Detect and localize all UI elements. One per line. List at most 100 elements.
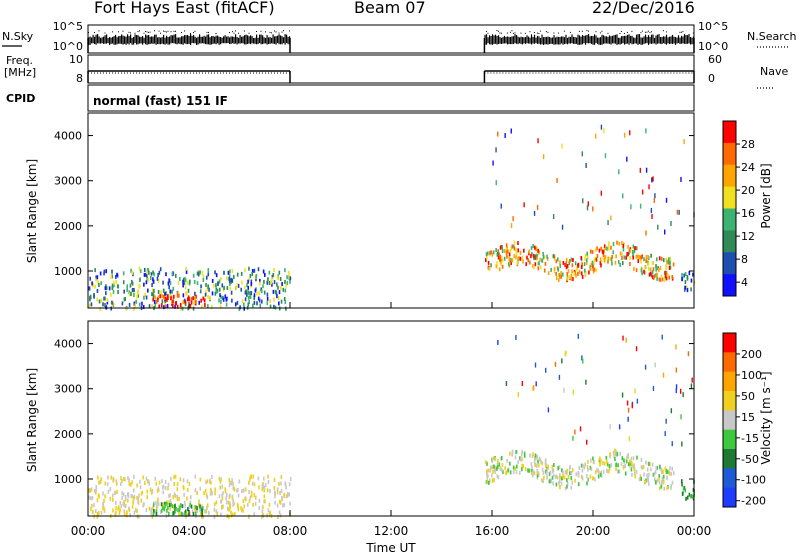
velocity-echo-cell bbox=[173, 505, 175, 510]
velocity-echo-cell bbox=[530, 462, 533, 467]
velocity-echo-cell bbox=[566, 468, 568, 473]
nsky-bar bbox=[161, 37, 163, 44]
power-echo-cell bbox=[157, 273, 159, 278]
velocity-echo-cell bbox=[486, 461, 488, 466]
power-echo-cell bbox=[647, 266, 650, 271]
velocity-echo-cell bbox=[538, 463, 540, 468]
velocity-echo-cell bbox=[119, 500, 122, 505]
power-echo-cell bbox=[274, 289, 277, 294]
velocity-echo-cell bbox=[179, 477, 182, 482]
power-echo-cell bbox=[621, 261, 624, 266]
power-echo-cell bbox=[500, 261, 502, 266]
nsky-bar bbox=[502, 36, 504, 44]
velocity-echo-cell bbox=[661, 476, 664, 481]
nsearch-dot bbox=[275, 31, 277, 33]
power-echo-cell bbox=[248, 278, 250, 283]
velocity-echo-cell bbox=[587, 459, 589, 464]
velocity-echo-cell bbox=[660, 480, 663, 485]
power-echo-cell bbox=[259, 281, 261, 286]
power-echo-cell bbox=[497, 249, 499, 254]
nsky-bar bbox=[670, 36, 672, 44]
power-ytick-label: 2000 bbox=[54, 220, 82, 233]
power-echo-cell bbox=[629, 248, 632, 253]
velocity-echo-cell bbox=[175, 506, 177, 511]
power-echo-cell bbox=[164, 298, 167, 303]
velocity-echo-cell bbox=[232, 481, 234, 486]
nsearch-dot bbox=[167, 30, 169, 32]
velocity-echo-cell bbox=[486, 469, 488, 474]
nsky-bar bbox=[160, 37, 162, 45]
nave-label: Nave bbox=[760, 65, 788, 78]
velocity-echo-cell bbox=[145, 476, 148, 481]
velocity-echo-cell bbox=[262, 476, 265, 481]
nsky-bar bbox=[637, 34, 639, 45]
nsearch-dot bbox=[500, 32, 502, 34]
nsky-bar bbox=[212, 36, 214, 44]
velocity-echo-cell bbox=[104, 481, 107, 486]
velocity-echo-cell bbox=[136, 483, 138, 488]
velocity-echo-cell bbox=[226, 506, 229, 511]
power-echo-cell bbox=[491, 252, 494, 257]
power-echo-cell bbox=[187, 297, 189, 302]
velocity-echo-cell bbox=[249, 495, 252, 500]
velocity-echo-cell bbox=[132, 500, 134, 505]
velocity-echo-cell bbox=[571, 480, 574, 485]
velocity-echo-speckle bbox=[665, 418, 667, 424]
nsky-bar bbox=[676, 37, 678, 44]
velocity-echo-cell bbox=[522, 464, 524, 469]
power-echo-cell bbox=[522, 259, 524, 264]
velocity-echo-cell bbox=[127, 498, 129, 503]
velocity-echo-cell bbox=[103, 506, 105, 511]
power-echo-cell bbox=[96, 275, 99, 280]
velocity-echo-cell bbox=[243, 504, 246, 509]
velocity-echo-cell bbox=[613, 453, 615, 458]
velocity-echo-cell bbox=[184, 510, 186, 515]
power-echo-cell bbox=[280, 286, 282, 291]
velocity-echo-cell bbox=[133, 510, 136, 515]
velocity-echo-cell bbox=[159, 510, 162, 515]
nsky-bar bbox=[136, 35, 138, 45]
power-echo-cell bbox=[172, 303, 174, 308]
nsky-bar bbox=[646, 36, 648, 44]
power-echo-cell bbox=[116, 272, 118, 277]
velocity-echo-cell bbox=[500, 455, 503, 460]
velocity-echo-cell bbox=[528, 468, 531, 473]
velocity-echo-speckle bbox=[582, 358, 584, 364]
power-echo-cell bbox=[622, 243, 625, 248]
nsky-bar bbox=[692, 36, 695, 44]
power-echo-cell bbox=[565, 257, 568, 262]
power-echo-cell bbox=[655, 267, 657, 272]
nsky-bar bbox=[227, 36, 229, 44]
velocity-echo-speckle bbox=[572, 389, 575, 395]
power-echo-cell bbox=[193, 280, 196, 285]
nsky-bar bbox=[289, 36, 291, 45]
power-echo-cell bbox=[218, 279, 221, 284]
velocity-echo-cell bbox=[123, 509, 126, 514]
power-echo-speckle bbox=[663, 229, 666, 235]
velocity-echo-cell bbox=[224, 489, 227, 494]
nsky-bar bbox=[206, 34, 208, 45]
power-echo-cell bbox=[533, 245, 536, 250]
velocity-echo-cell bbox=[279, 499, 281, 504]
power-echo-cell bbox=[147, 288, 149, 293]
nsearch-dot bbox=[229, 31, 230, 33]
velocity-echo-cell bbox=[617, 469, 620, 474]
velocity-echo-cell bbox=[485, 479, 488, 484]
power-echo-cell bbox=[688, 271, 691, 276]
velocity-echo-cell bbox=[552, 463, 555, 468]
power-echo-cell bbox=[652, 267, 655, 272]
velocity-echo-speckle bbox=[670, 408, 673, 414]
nsearch-dot bbox=[149, 31, 151, 33]
power-colorbar-tick-label: 8 bbox=[741, 253, 748, 266]
nsky-bar bbox=[661, 37, 663, 45]
power-echo-cell bbox=[266, 296, 269, 301]
nsky-bar bbox=[584, 35, 587, 45]
power-echo-cell bbox=[104, 302, 106, 307]
power-echo-cell bbox=[660, 274, 663, 279]
power-echo-cell bbox=[272, 272, 275, 277]
nsky-bar bbox=[566, 37, 569, 45]
velocity-echo-cell bbox=[136, 508, 138, 513]
power-echo-cell bbox=[96, 297, 99, 302]
velocity-echo-speckle bbox=[574, 429, 576, 435]
velocity-echo-cell bbox=[656, 465, 658, 470]
